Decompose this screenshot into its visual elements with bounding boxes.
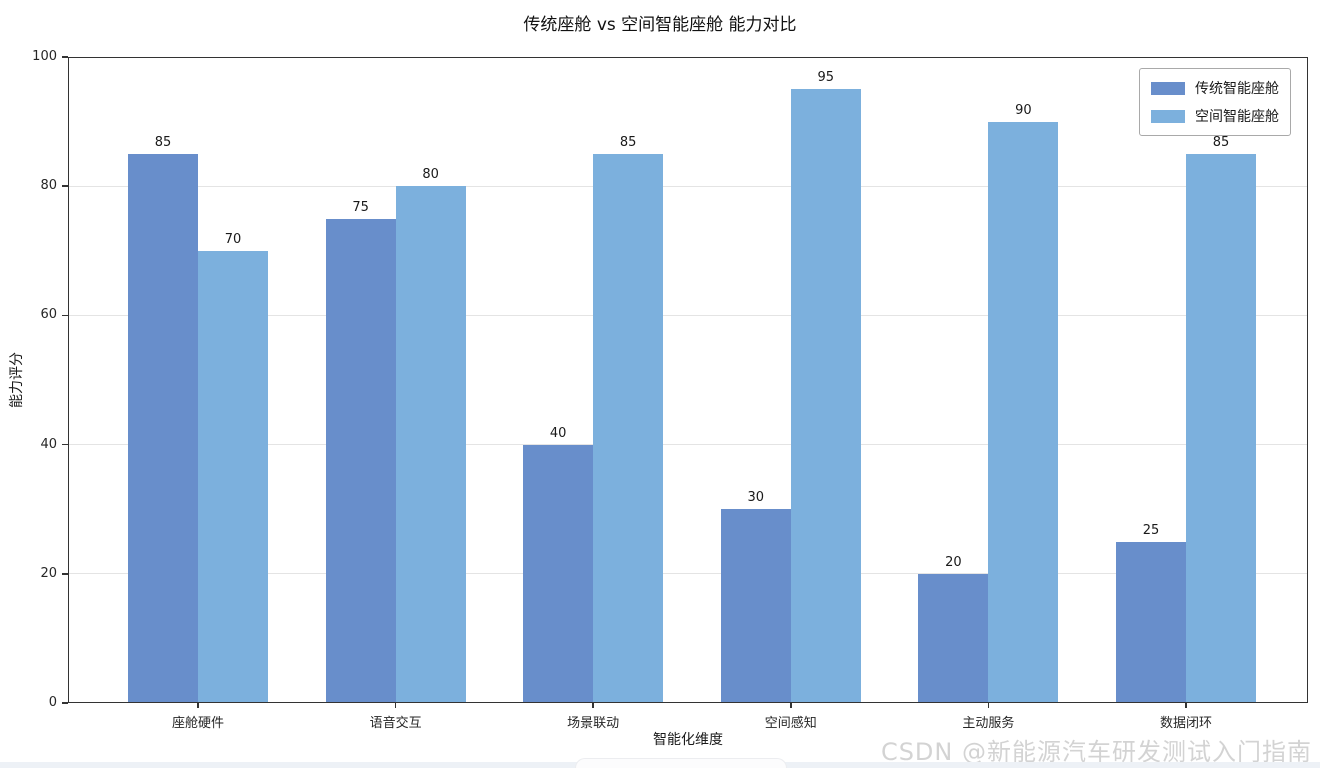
bottom-pill bbox=[575, 758, 787, 768]
legend-entry-series1: 传统智能座舱 bbox=[1151, 78, 1279, 98]
y-tick-mark bbox=[62, 56, 68, 58]
bar-value-label: 95 bbox=[817, 70, 835, 86]
y-tick-mark bbox=[62, 314, 68, 317]
legend-label-series2: 空间智能座舱 bbox=[1195, 109, 1279, 125]
bar-value-label: 85 bbox=[1212, 134, 1230, 150]
bar-value-label: 40 bbox=[549, 425, 567, 441]
legend-entry-series2: 空间智能座舱 bbox=[1151, 106, 1279, 126]
legend-swatch-series1 bbox=[1151, 81, 1185, 95]
watermark: CSDN @新能源汽车研发测试入门指南 bbox=[880, 738, 1312, 766]
x-tick-label: 语音交互 bbox=[369, 716, 422, 731]
x-tick-mark bbox=[987, 703, 990, 708]
bar-value-label: 90 bbox=[1015, 102, 1032, 118]
gridline bbox=[68, 314, 1308, 316]
bar-series1 bbox=[128, 153, 198, 703]
x-tick-mark bbox=[197, 703, 199, 708]
bar-value-label: 75 bbox=[352, 199, 369, 215]
x-tick-mark bbox=[790, 703, 792, 708]
y-tick-label: 0 bbox=[48, 695, 57, 710]
y-tick-label: 40 bbox=[40, 436, 57, 452]
bar-series1 bbox=[325, 218, 396, 703]
y-tick-mark bbox=[62, 702, 68, 704]
bar-value-label: 85 bbox=[154, 134, 172, 150]
x-axis-label: 智能化维度 bbox=[653, 732, 723, 748]
x-tick-label: 座舱硬件 bbox=[171, 716, 224, 731]
bar-value-label: 20 bbox=[945, 554, 962, 570]
bar-series1 bbox=[918, 573, 989, 703]
x-tick-mark bbox=[592, 703, 594, 708]
y-tick-label: 100 bbox=[32, 49, 57, 64]
x-tick-mark bbox=[1185, 703, 1187, 708]
gridline bbox=[68, 444, 1308, 446]
y-tick-mark bbox=[62, 573, 68, 575]
legend-swatch-series2 bbox=[1151, 109, 1185, 123]
bar-series2 bbox=[395, 186, 466, 703]
bar-value-label: 30 bbox=[747, 490, 765, 506]
bar-value-label: 80 bbox=[422, 167, 439, 183]
bar-series2 bbox=[198, 250, 268, 703]
y-tick-label: 80 bbox=[40, 178, 57, 194]
x-tick-label: 空间感知 bbox=[764, 716, 817, 731]
x-tick-mark bbox=[394, 703, 397, 708]
y-tick-label: 20 bbox=[40, 565, 57, 581]
bar-value-label: 25 bbox=[1142, 522, 1160, 538]
chart-title: 传统座舱 vs 空间智能座舱 能力对比 bbox=[523, 15, 797, 35]
y-axis-label: 能力评分 bbox=[9, 352, 25, 408]
legend-label-series1: 传统智能座舱 bbox=[1195, 81, 1279, 97]
bar-value-label: 70 bbox=[224, 231, 242, 247]
x-tick-label: 场景联动 bbox=[567, 716, 620, 731]
legend: 传统智能座舱 空间智能座舱 bbox=[1139, 68, 1291, 136]
bar-series1 bbox=[1116, 541, 1186, 703]
bar-series2 bbox=[790, 89, 861, 703]
x-tick-label: 数据闭环 bbox=[1159, 716, 1212, 731]
bar-series1 bbox=[523, 444, 594, 703]
bar-series1 bbox=[720, 509, 791, 703]
y-tick-label: 60 bbox=[40, 307, 57, 323]
y-tick-mark bbox=[62, 443, 68, 446]
y-tick-mark bbox=[62, 185, 68, 187]
gridline bbox=[68, 573, 1308, 575]
x-tick-label: 主动服务 bbox=[962, 716, 1015, 731]
bar-series2 bbox=[1186, 153, 1256, 703]
gridline bbox=[68, 185, 1308, 187]
bar-value-label: 85 bbox=[619, 134, 637, 150]
bar-series2 bbox=[593, 153, 664, 703]
bar-series2 bbox=[988, 121, 1059, 703]
